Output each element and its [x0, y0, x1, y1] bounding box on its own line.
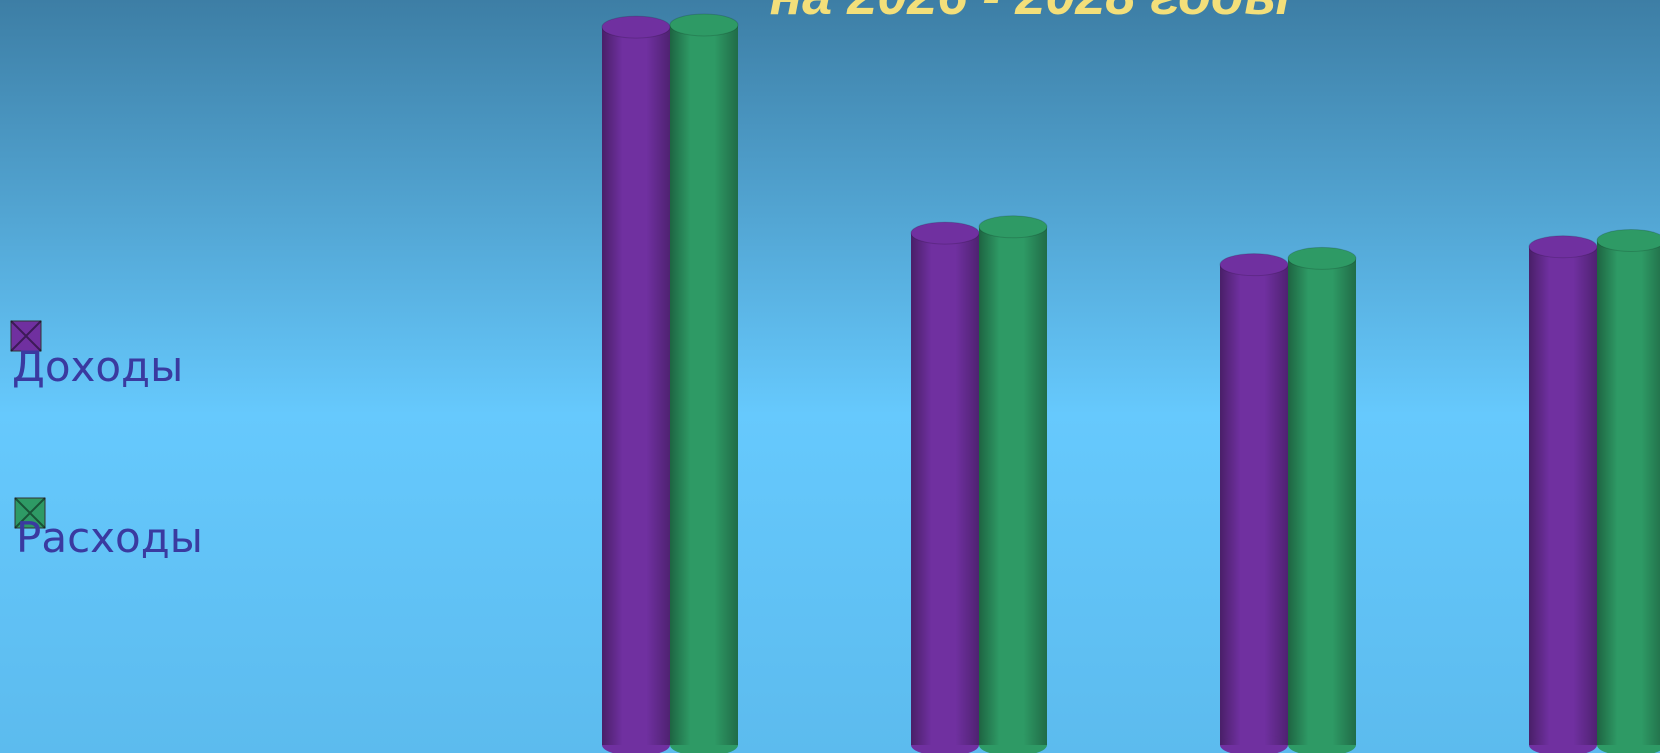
cylinder [910, 221, 980, 753]
cylinder-top [1596, 228, 1660, 252]
cylinder [1596, 228, 1660, 753]
cylinder-top [1219, 253, 1289, 277]
cylinder-shade [911, 233, 979, 745]
cylinder [601, 15, 671, 753]
cylinder-top [669, 13, 739, 37]
legend-swatch-bevel [14, 497, 46, 529]
cylinder [1287, 246, 1357, 753]
cylinder-shade [1288, 258, 1356, 745]
cylinder-shade [670, 25, 738, 745]
legend-swatch [14, 497, 46, 529]
cylinder [1219, 253, 1289, 753]
cylinder-top [1528, 235, 1598, 259]
cylinder-shade [602, 27, 670, 746]
legend-label: Расходы [16, 513, 203, 562]
legend-swatch-bevel [10, 320, 42, 352]
cylinder-shade [1220, 264, 1288, 745]
cylinder-top [1287, 246, 1357, 270]
cylinder [1528, 235, 1598, 753]
cylinder [978, 215, 1048, 753]
cylinder-top [910, 221, 980, 245]
legend-label: Доходы [12, 342, 183, 391]
legend-swatch [10, 320, 42, 352]
cylinder [669, 13, 739, 753]
cylinder-shade [1597, 240, 1660, 745]
cylinder-top [601, 15, 671, 39]
cylinder-shade [1529, 246, 1597, 746]
chart-title: на 2026 - 2028 годы [770, 0, 1291, 26]
cylinder-shade [979, 226, 1047, 745]
cylinder-top [978, 215, 1048, 239]
